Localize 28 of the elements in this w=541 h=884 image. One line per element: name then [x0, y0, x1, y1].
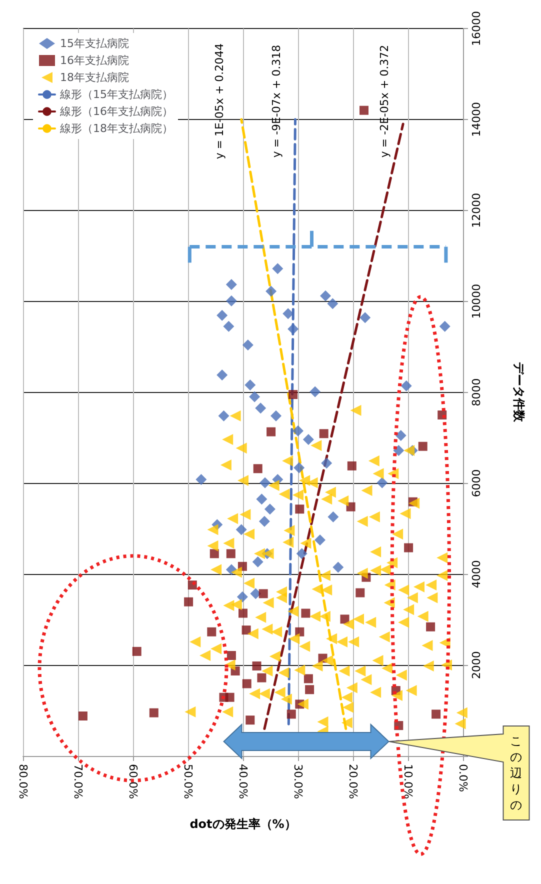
legend-label: 16年支払病院 [60, 54, 129, 67]
legend-label: 線形（18年支払病院） [59, 122, 173, 135]
annotation: y = -2E-05x + 0.372 [378, 44, 391, 158]
y-tick-label: 4000 [470, 560, 483, 588]
x-tick-label: 20.0% [346, 764, 360, 799]
legend-label: 線形（15年支払病院） [59, 88, 173, 101]
y-tick-label: 16000 [470, 10, 483, 46]
y-tick-label: 6000 [470, 469, 483, 498]
legend-label: 18年支払病院 [60, 71, 129, 84]
y-tick-label: 2000 [470, 651, 483, 680]
legend-label: 線形（16年支払病院） [59, 105, 173, 118]
x-tick-label: 0.0% [456, 764, 470, 792]
y-tick-label: 12000 [470, 192, 483, 228]
x-tick-label: 60.0% [126, 764, 140, 799]
x-tick-label: 70.0% [72, 764, 84, 799]
legend-label: 15年支払病院 [60, 37, 129, 50]
x-axis-title: dotの発生率（%） [190, 817, 296, 831]
x-tick-label: 30.0% [292, 764, 304, 799]
x-tick-label: 40.0% [236, 764, 250, 799]
y-tick-label: 10000 [470, 284, 483, 319]
annotation: y = 1E-05x + 0.2044 [212, 43, 226, 160]
x-tick-label: 80.0% [16, 764, 30, 799]
x-tick-label: 10.0% [402, 764, 414, 799]
annotation: y = -9E-07x + 0.318 [270, 44, 284, 158]
y-tick-label: 8000 [470, 378, 483, 406]
y-tick-label: 14000 [470, 102, 483, 137]
y-axis-title: データ件数 [512, 362, 526, 424]
x-tick-label: 50.0% [182, 764, 194, 799]
